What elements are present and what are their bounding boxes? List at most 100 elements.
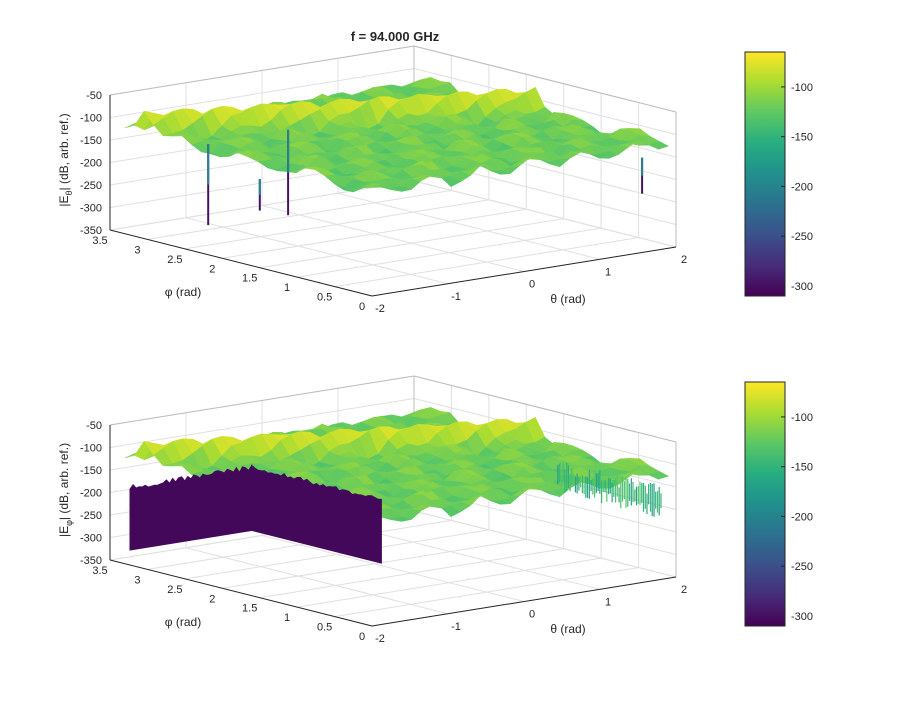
phi-tick-label: 2: [209, 263, 215, 275]
theta-tick-label: 1: [605, 266, 611, 278]
colorbar-tick-label: -300: [791, 281, 813, 293]
phi-tick-label: 3.5: [92, 235, 107, 247]
z-tick-label: -250: [80, 180, 102, 192]
theta-tick-label: -2: [375, 303, 385, 315]
z-tick-label: -50: [86, 420, 102, 432]
z-tick-label: -150: [80, 465, 102, 477]
wall-grid-line: [109, 180, 415, 231]
z-tick-label: -300: [80, 203, 102, 215]
wall-grid-line: [413, 68, 677, 135]
z-tick-label: -150: [80, 135, 102, 147]
z-axis-label: |Eφ| (dB, arb. ref.): [57, 443, 74, 537]
surface: [124, 77, 670, 226]
phi-tick-label: 2: [209, 593, 215, 605]
phi-tick-label: 3: [134, 574, 140, 586]
z-tick-label: -250: [80, 510, 102, 522]
floor-grid-line: [147, 519, 452, 570]
z-tick-label: -50: [86, 90, 102, 102]
z-axis-label-main: |E: [57, 196, 71, 207]
phi-tick-label: 0.5: [317, 292, 332, 304]
phi-tick-label: 1.5: [242, 603, 257, 615]
z-tick-label: -100: [80, 113, 102, 125]
surface-patch: [648, 140, 670, 150]
floor-grid-line: [222, 538, 527, 589]
surface-patch: [648, 470, 670, 480]
theta-tick-label: 1: [605, 596, 611, 608]
z-tick-label: -200: [80, 158, 102, 170]
theta-tick-label: -1: [451, 291, 461, 303]
noise-curtain-side: [251, 464, 382, 564]
theta-tick-label: 0: [529, 609, 535, 621]
phi-axis-label: φ (rad): [165, 285, 201, 299]
surface: [124, 407, 670, 564]
colorbar-tick-label: -200: [791, 511, 813, 523]
floor-grid-line: [184, 199, 489, 250]
noise-curtain-back: [129, 464, 253, 551]
floor-grid-line: [261, 535, 525, 602]
floor-grid-line: [147, 189, 452, 240]
phi-tick-label: 2.5: [167, 254, 182, 266]
colorbar-tick-label: -100: [791, 412, 813, 424]
phi-tick-label: 0.5: [317, 622, 332, 634]
surface-plot-e-phi: -350 -300 -250 -200 -150 -100 -50 0 0.5 1 1.5 2 2.5 3…: [57, 375, 813, 645]
floor-grid-line: [261, 205, 525, 272]
colorbar-fill: [744, 381, 786, 627]
floor-grid-line: [185, 217, 449, 285]
figure-title: f = 94.000 GHz: [351, 29, 440, 44]
floor-grid-line: [334, 237, 639, 288]
theta-axis-label: θ (rad): [550, 292, 585, 306]
wall-grid-line: [109, 68, 415, 118]
z-axis-label-sub: θ: [64, 191, 74, 196]
axis-labels: -350 -300 -250 -200 -150 -100 -50 0 0.5 1 1.5 2 2.5 3…: [57, 420, 687, 645]
floor-grid-line: [222, 208, 527, 259]
phi-tick-label: 0: [359, 301, 365, 313]
z-tick-label: -350: [80, 555, 102, 567]
phi-tick-label: 1: [284, 612, 290, 624]
floor-grid-line: [337, 192, 601, 260]
wall-grid-line: [413, 398, 677, 465]
phi-axis-line: [109, 559, 373, 627]
z-axis-label-sub: φ: [64, 520, 74, 526]
colorbar-tick-label: -300: [791, 611, 813, 623]
wall-grid-line: [109, 398, 415, 448]
theta-tick-label: -2: [375, 633, 385, 645]
surface-plot-e-theta: -350 -300 -250 -200 -150 -100 -50 0 0.5 1 1.5 2 2.5 3…: [57, 45, 813, 315]
theta-axis-label: θ (rad): [550, 622, 585, 636]
floor-grid-line: [297, 227, 602, 278]
colorbar-tick-label: -200: [791, 181, 813, 193]
colorbar-tick-label: -150: [791, 462, 813, 474]
colorbar-tick-label: -250: [791, 231, 813, 243]
phi-tick-label: 1: [284, 282, 290, 294]
phi-tick-label: 3.5: [92, 565, 107, 577]
colorbar-fill: [744, 51, 786, 297]
box-edge: [413, 45, 677, 113]
colorbar: -100 -150 -200 -250 -300: [744, 51, 813, 297]
theta-tick-label: 2: [681, 254, 687, 266]
noise-floor-curtain: [129, 462, 662, 564]
floor-grid-line: [334, 567, 639, 618]
theta-axis-line: [371, 576, 677, 627]
theta-tick-label: 2: [681, 584, 687, 596]
axis-labels: -350 -300 -250 -200 -150 -100 -50 0 0.5 1 1.5 2 2.5 3…: [57, 90, 687, 315]
z-axis-label-rest: | (dB, arb. ref.): [57, 443, 71, 520]
z-tick-label: -100: [80, 443, 102, 455]
box-edge: [109, 375, 415, 426]
floor-grid-line: [259, 548, 564, 599]
phi-tick-label: 2.5: [167, 584, 182, 596]
z-axis-label-rest: | (dB, arb. ref.): [57, 113, 71, 190]
phi-axis-line: [109, 229, 373, 297]
z-tick-label: -300: [80, 533, 102, 545]
z-axis-label-main: |E: [57, 526, 71, 537]
colorbar-tick-label: -100: [791, 82, 813, 94]
z-tick-label: -350: [80, 225, 102, 237]
theta-axis-line: [371, 246, 677, 297]
theta-tick-label: 0: [529, 279, 535, 291]
box-edge: [413, 375, 677, 443]
wall-grid-line: [413, 510, 677, 578]
floor-grid-line: [297, 557, 602, 608]
floor-grid-line: [184, 529, 489, 580]
wall-grid-line: [413, 180, 677, 248]
colorbar: -100 -150 -200 -250 -300: [744, 381, 813, 627]
phi-tick-label: 3: [134, 244, 140, 256]
